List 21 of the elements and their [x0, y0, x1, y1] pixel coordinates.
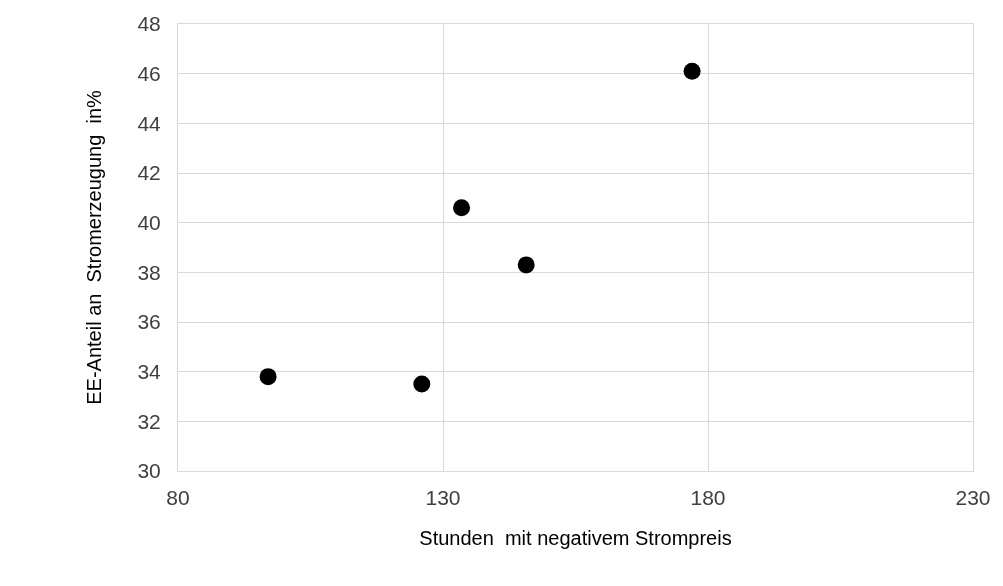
point: [517, 256, 535, 274]
y-tick-label: 48: [137, 12, 161, 36]
y-tick-label: 46: [137, 62, 161, 86]
x-tick-label: 80: [166, 486, 190, 510]
point: [413, 375, 431, 393]
y-tick-label: 44: [137, 111, 162, 135]
point: [453, 199, 471, 217]
y-tick-label: 42: [137, 161, 161, 185]
point: [259, 368, 277, 386]
x-tick-label: 230: [955, 486, 991, 510]
y-tick-label: 32: [137, 409, 161, 433]
y-tick-label: 30: [137, 459, 161, 483]
y-tick-label: 34: [137, 360, 162, 384]
x-axis-title: Stunden mit negativem Strompreis: [419, 526, 732, 549]
y-tick-label: 40: [137, 211, 161, 235]
x-tick-label: 180: [690, 486, 726, 510]
y-tick-label: 38: [137, 260, 161, 284]
point: [683, 62, 701, 80]
y-axis-title: EE-Anteil an Stromerzeugung in%: [82, 89, 105, 405]
y-tick-label: 36: [137, 310, 161, 334]
x-tick-label: 130: [425, 486, 461, 510]
